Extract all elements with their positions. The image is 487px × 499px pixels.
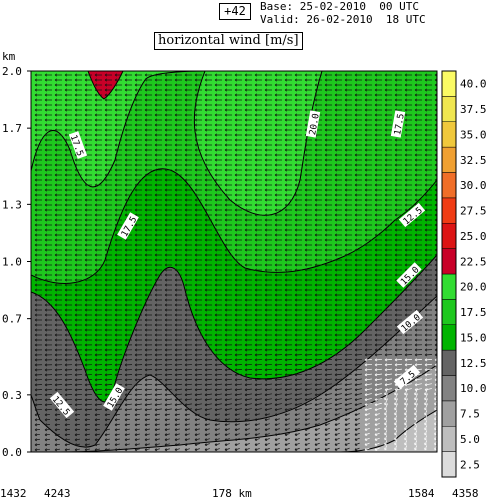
colorbar-swatch xyxy=(441,197,457,224)
y-tick-label: 1.7 xyxy=(2,122,22,135)
colorbar-label: 12.5 xyxy=(460,357,487,370)
colorbar-swatch xyxy=(441,172,457,199)
y-tick-label: 0.3 xyxy=(2,389,22,402)
band-7-10 xyxy=(31,296,437,452)
colorbar: 2.5 5.0 7.5 10.0 12.5 15.0 17.5 20.0 22.5 25.0 27.… xyxy=(441,70,487,478)
svg-text:20.0: 20.0 xyxy=(308,113,322,136)
y-tick-label: 1.0 xyxy=(2,256,22,269)
colorbar-label: 2.5 xyxy=(460,458,480,471)
chart-title: horizontal wind [m/s] xyxy=(154,32,303,50)
band-2-5 xyxy=(340,410,437,452)
band-10-12 xyxy=(31,255,437,448)
x-label-center: 178 km xyxy=(212,487,252,499)
colorbar-label: 15.0 xyxy=(460,331,487,344)
colorbar-swatch xyxy=(441,96,457,122)
colorbar-swatch xyxy=(441,375,457,402)
contour-label: 17.5 xyxy=(390,110,407,138)
colorbar-swatch xyxy=(441,349,457,376)
y-tick-label: 0.0 xyxy=(2,446,22,459)
x-label-right-inner: 1584 xyxy=(408,487,435,499)
colorbar-label: 25.0 xyxy=(460,230,487,243)
colorbar-swatch xyxy=(441,400,457,427)
forecast-lead-box: +42 xyxy=(219,3,251,20)
y-tick-label: 1.3 xyxy=(2,198,22,211)
colorbar-swatch xyxy=(441,324,457,351)
colorbar-swatch xyxy=(441,146,457,173)
valid-time: Valid: 26-02-2010 18 UTC xyxy=(260,13,426,26)
colorbar-swatch xyxy=(441,121,457,148)
y-tick-label: 2.0 xyxy=(2,65,22,78)
colorbar-label: 22.5 xyxy=(460,255,487,268)
colorbar-swatch xyxy=(441,426,457,452)
colorbar-swatch xyxy=(441,223,457,249)
colorbar-label: 20.0 xyxy=(460,281,487,294)
y-axis-label: km xyxy=(2,50,16,63)
colorbar-label: 30.0 xyxy=(460,179,487,192)
colorbar-swatch xyxy=(441,70,457,97)
x-label-left-outer: 1432 xyxy=(0,487,27,499)
colorbar-label: 40.0 xyxy=(460,78,487,91)
wind-arrows xyxy=(34,73,437,452)
base-time: Base: 25-02-2010 00 UTC xyxy=(260,0,419,13)
colorbar-label: 10.0 xyxy=(460,382,487,395)
svg-text:17.5: 17.5 xyxy=(393,113,407,136)
colorbar-swatch xyxy=(441,248,457,275)
x-label-left-inner: 4243 xyxy=(44,487,71,499)
colorbar-label: 27.5 xyxy=(460,205,487,218)
y-tick-label: 0.7 xyxy=(2,313,22,326)
y-axis: 0.0 0.3 0.7 1.0 1.3 1.7 2.0 xyxy=(2,65,31,459)
colorbar-swatch xyxy=(441,273,457,300)
x-label-right-outer: 4358 xyxy=(452,487,479,499)
colorbar-swatch xyxy=(441,451,457,478)
colorbar-frame xyxy=(441,70,457,478)
colorbar-label: 5.0 xyxy=(460,433,480,446)
contour-label: 20.0 xyxy=(305,110,322,138)
colorbar-label: 32.5 xyxy=(460,154,487,167)
colorbar-label: 35.0 xyxy=(460,128,487,141)
colorbar-swatch xyxy=(441,299,457,325)
colorbar-label: 7.5 xyxy=(460,408,480,421)
colorbar-label: 17.5 xyxy=(460,306,487,319)
colorbar-label: 37.5 xyxy=(460,103,487,116)
